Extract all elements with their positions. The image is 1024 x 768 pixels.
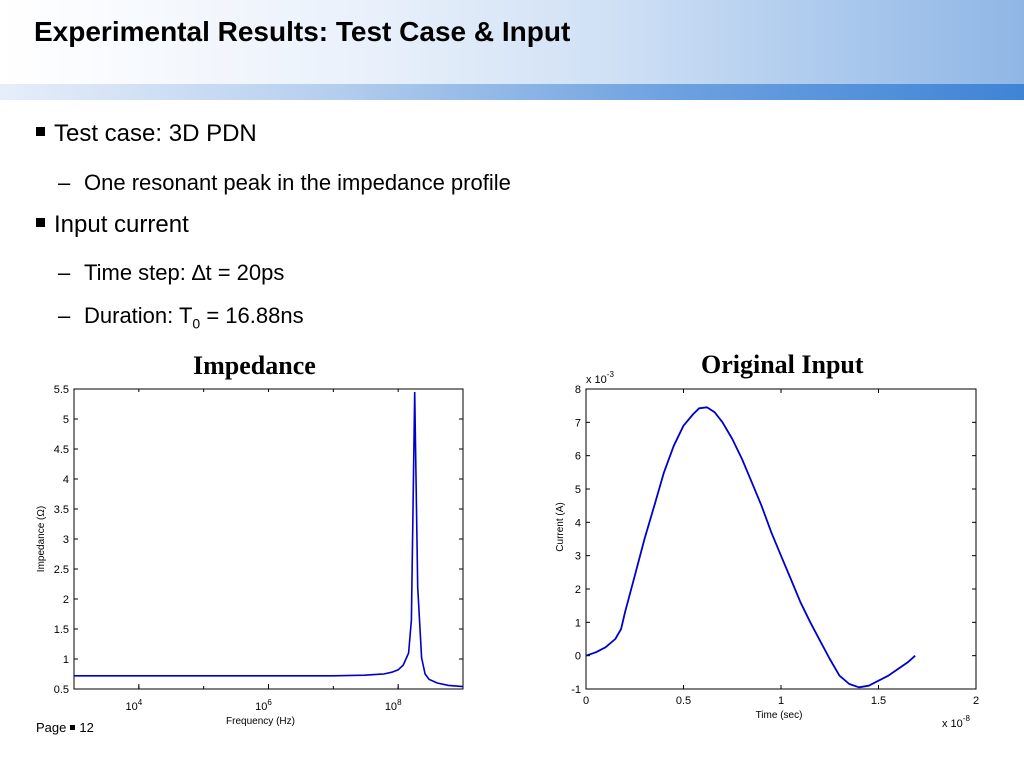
page-footer: Page 12 [36,720,94,735]
y-tick-label: 1 [63,654,69,666]
x-tick-label: 1.5 [871,695,886,707]
y-tick-label: 2 [63,594,69,606]
bullet-text: = 16.88ns [200,303,304,328]
header-gradient [0,0,1024,84]
y-tick-label: 2 [575,584,581,596]
y-tick-label: 1 [575,617,581,629]
input-current-series-line [585,406,916,689]
x-tick-label: 106 [255,698,272,713]
y-axis-label: Impedance (Ω) [36,506,47,572]
y-tick-label: 7 [575,417,581,429]
square-bullet-icon [36,218,45,228]
input-plot-frame [585,388,977,690]
subscript-zero: 0 [192,315,201,332]
dash-icon: – [58,170,71,195]
y-tick-label: 4 [575,517,581,529]
y-tick-label: 3 [63,534,69,546]
y-tick-label: 0.5 [54,684,69,696]
y-tick-label: 6 [575,451,581,463]
impedance-chart-title: Impedance [193,351,316,380]
x-tick-label: 0 [583,695,589,707]
page-label: Page [36,720,67,735]
bullet-text: One resonant peak in the impedance profi… [84,170,511,195]
bullet-text: t = 20ps [205,260,285,285]
sub-bullet-resonant-peak: – One resonant peak in the impedance prof… [58,170,511,196]
x-tick-label: 0.5 [676,695,691,707]
input-chart-title: Original Input [701,350,864,379]
y-tick-label: 2.5 [54,564,69,576]
y-tick-label: 5 [63,414,69,426]
dash-icon: – [58,260,71,285]
y-tick-label: 0 [575,651,581,663]
bullet-text: Time step: [84,260,192,285]
bullet-text: Duration: T [84,303,193,328]
delta-symbol: ∆ [192,260,206,285]
y-tick-label: 4.5 [54,444,69,456]
x-axis-label: Time (sec) [756,710,803,721]
page-number: 12 [79,720,94,735]
x-axis-label: Frequency (Hz) [226,716,295,727]
square-bullet-icon [36,127,45,137]
impedance-plot-frame [73,388,464,690]
x-tick-label: 2 [973,695,979,707]
square-separator-icon [70,725,76,731]
x-axis-multiplier: x 10-8 [942,714,970,730]
x-tick-label: 1 [778,695,784,707]
y-tick-label: 1.5 [54,624,69,636]
x-tick-label: 108 [385,698,402,713]
bullet-test-case: Test case: 3D PDN [36,120,257,148]
x-tick-label: 104 [125,698,142,713]
sub-bullet-time-step: – Time step: ∆t = 20ps [58,260,284,286]
impedance-series-line [74,391,464,688]
dash-icon: – [58,303,71,328]
y-axis-label: Current (A) [555,502,566,551]
y-tick-label: 3 [575,551,581,563]
header-band [0,84,1024,100]
y-tick-label: 5 [575,484,581,496]
y-tick-label: -1 [571,684,581,696]
sub-bullet-duration: – Duration: T0 = 16.88ns [58,303,304,331]
slide-header: Experimental Results: Test Case & Input [0,0,1024,100]
bullet-text: Test case: 3D PDN [54,120,257,147]
y-tick-label: 8 [575,384,581,396]
y-tick-label: 3.5 [54,504,69,516]
y-tick-label: 4 [63,474,69,486]
y-tick-label: 5.5 [54,384,69,396]
bullet-text: Input current [54,211,189,238]
slide-title: Experimental Results: Test Case & Input [34,16,571,47]
bullet-input-current: Input current [36,211,189,239]
y-axis-multiplier: x 10-3 [586,370,614,386]
